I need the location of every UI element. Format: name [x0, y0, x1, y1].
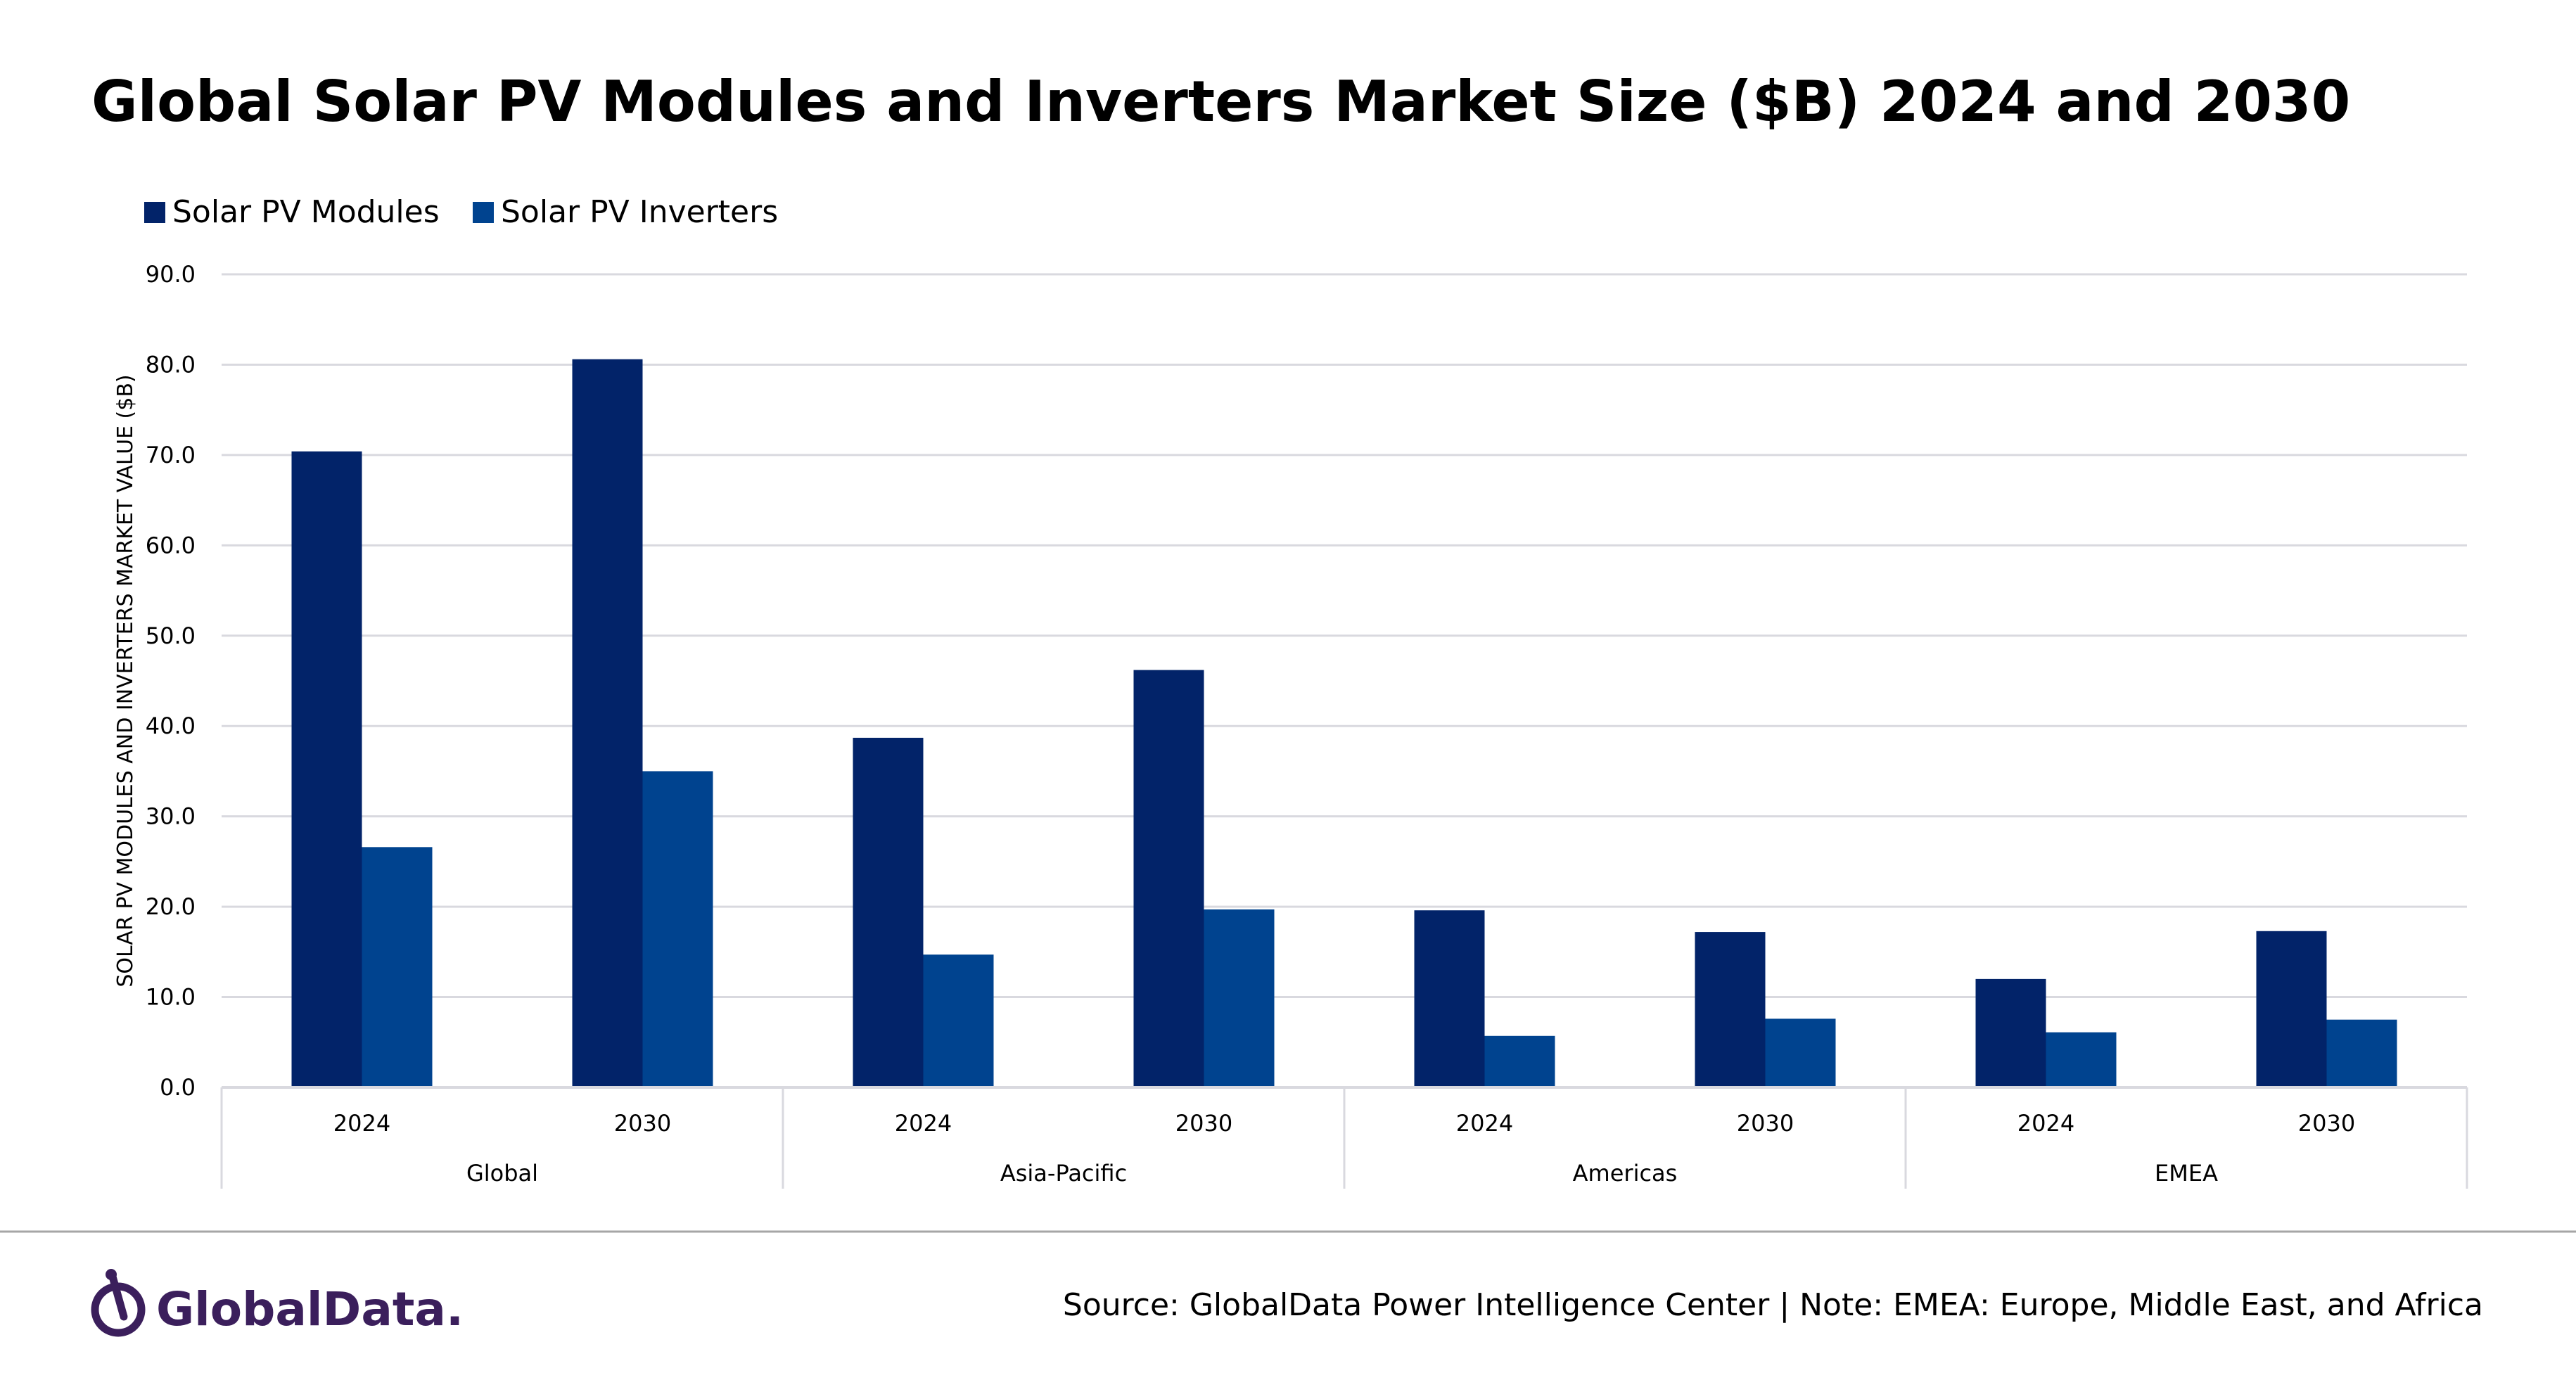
legend-swatch-inverters [473, 202, 494, 223]
bar-inverters [362, 847, 433, 1087]
y-tick-label: 70.0 [146, 442, 196, 468]
gridlines [222, 273, 2467, 1089]
x-tick-label: 2024 [333, 1110, 390, 1137]
bar-modules [291, 451, 362, 1087]
bar-inverters [1484, 1035, 1555, 1087]
group-label: EMEA [2155, 1160, 2218, 1187]
bar-modules [2256, 931, 2327, 1087]
y-axis-ticks: 0.0 10.0 20.0 30.0 40.0 50.0 60.0 70.0 80.0 90.0 [146, 261, 196, 1101]
x-tick-label: 2030 [1175, 1110, 1232, 1137]
x-tick-label: 2030 [1737, 1110, 1794, 1137]
y-tick-label: 0.0 [160, 1074, 196, 1101]
bar-modules [853, 737, 924, 1087]
y-axis-label: SOLAR PV MODULES AND INVERTERS MARKET VA… [113, 374, 138, 987]
source-note: Source: GlobalData Power Intelligence Ce… [1063, 1287, 2483, 1323]
bar-modules [1133, 670, 1204, 1087]
group-label: Asia-Pacific [1000, 1160, 1127, 1187]
legend-label-modules: Solar PV Modules [172, 194, 440, 230]
globaldata-logo-icon [91, 1269, 146, 1337]
x-tick-label: 2024 [2017, 1110, 2074, 1137]
x-tick-label: 2030 [2298, 1110, 2355, 1137]
y-tick-label: 20.0 [146, 893, 196, 920]
y-tick-label: 30.0 [146, 803, 196, 830]
globaldata-logo-text: GlobalData. [156, 1282, 464, 1336]
globaldata-logo: GlobalData. [91, 1269, 464, 1337]
y-tick-label: 40.0 [146, 713, 196, 739]
bar-modules [1414, 910, 1485, 1087]
bar-modules [1695, 932, 1766, 1087]
bar-inverters [2326, 1019, 2397, 1087]
y-tick-label: 10.0 [146, 984, 196, 1011]
bar-inverters [923, 954, 994, 1087]
bar-inverters [1765, 1018, 1836, 1087]
bar-inverters [2046, 1032, 2117, 1087]
y-tick-label: 50.0 [146, 622, 196, 649]
chart-title: Global Solar PV Modules and Inverters Ma… [91, 69, 2350, 134]
group-label: Americas [1573, 1160, 1678, 1187]
x-tick-label: 2024 [1456, 1110, 1513, 1137]
y-tick-label: 90.0 [146, 261, 196, 288]
bars [291, 359, 2397, 1087]
legend-swatch-modules [144, 202, 165, 223]
bar-modules [1975, 978, 2046, 1087]
y-tick-label: 60.0 [146, 532, 196, 558]
legend-label-inverters: Solar PV Inverters [501, 194, 778, 230]
bar-inverters [1204, 909, 1275, 1087]
bar-inverters [642, 771, 713, 1087]
legend: Solar PV Modules Solar PV Inverters [144, 194, 778, 230]
y-tick-label: 80.0 [146, 351, 196, 378]
x-tick-label: 2024 [895, 1110, 952, 1137]
x-axis: 2024 2030 2024 2030 2024 2030 2024 2030 Global As… [220, 1086, 2468, 1189]
bar-modules [572, 359, 643, 1087]
x-tick-label: 2030 [614, 1110, 671, 1137]
group-label: Global [466, 1160, 538, 1187]
